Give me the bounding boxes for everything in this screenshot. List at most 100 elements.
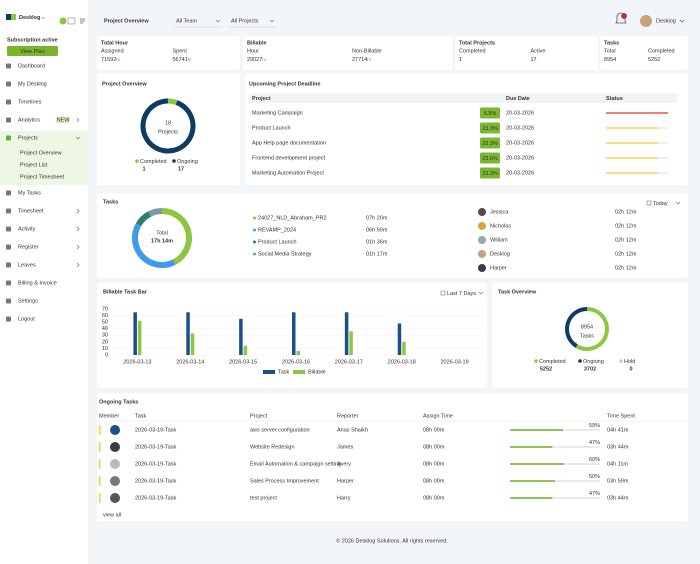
nav-item[interactable]: My Desklog [18, 81, 47, 87]
y-tick-label: 40 [102, 326, 108, 332]
nav-icon [6, 244, 11, 250]
legend-dot [172, 159, 176, 163]
x-tick-label: 2026-03-13 [123, 359, 151, 365]
card [97, 193, 688, 278]
subnav-item[interactable]: Project Overview [20, 150, 62, 156]
legend-value: 07h 20m [366, 216, 388, 222]
bar [190, 333, 195, 355]
member-avatar [478, 222, 486, 230]
filter-dropdown[interactable]: Today [653, 201, 668, 207]
column-header: Due Date [506, 96, 530, 102]
member-avatar [478, 208, 486, 216]
nav-item[interactable]: Activity [18, 226, 36, 232]
donut-total-label: Projects [158, 129, 178, 135]
progress-badge [480, 152, 500, 164]
subnav-item[interactable]: Project Timesheet [20, 174, 64, 180]
legend-label: Hold [624, 359, 635, 365]
stat-number: 5252 [648, 57, 660, 63]
column-header: Assign Time [423, 413, 453, 419]
filter-dropdown[interactable]: All Team [176, 18, 197, 24]
toggle-icon[interactable] [59, 17, 67, 25]
card [97, 36, 240, 70]
stat-unit: hr [367, 57, 372, 62]
column-header: Task [135, 413, 147, 419]
assign-time: 08h 00m [423, 461, 445, 467]
progress-badge [480, 167, 500, 179]
legend-dot [135, 159, 139, 163]
stat-title: Total Hour [101, 40, 129, 46]
logo-mark [6, 14, 11, 20]
stat-label: Completed [459, 48, 486, 54]
legend-value: 0 [629, 366, 632, 372]
view-plan-label[interactable]: View Plan [20, 49, 44, 55]
card-title: Ongoing Tasks [99, 399, 138, 405]
nav-item[interactable]: Register [18, 244, 39, 250]
stat-label: Active [531, 48, 546, 54]
donut-segment [167, 98, 178, 105]
chevron [76, 262, 80, 268]
nav-item[interactable]: Timelines [18, 99, 42, 105]
legend-label: Task [278, 370, 290, 376]
calendar-icon [440, 290, 446, 296]
member-time: 02h 12m [615, 223, 637, 229]
nav-item[interactable]: Logout [18, 316, 35, 322]
nav-item[interactable]: Analytics [18, 117, 40, 123]
nav-icon [6, 208, 11, 214]
card-title: Task Overview [498, 289, 537, 295]
nav-item[interactable]: Timesheet [18, 208, 44, 214]
assign-time: 08h 00m [423, 495, 445, 501]
subnav-item[interactable]: Project List [20, 162, 48, 168]
nav-badge-label: NEW [57, 118, 71, 124]
toggle-icon[interactable] [67, 17, 76, 25]
nav-item[interactable]: My Tasks [18, 190, 41, 196]
progress-badge [480, 137, 500, 149]
stat-label: Assigned [101, 48, 124, 54]
logo-suffix: .io [40, 15, 45, 20]
legend-value: 06h 59m [366, 228, 388, 234]
project-name: Product Launch [252, 125, 291, 131]
progress-track [510, 446, 600, 448]
logo-name: Desklog [19, 15, 40, 21]
legend-label: Ongoing [177, 159, 198, 165]
card [97, 73, 240, 185]
stat-label: Non-Billable [352, 48, 382, 54]
active-nav-bg [0, 131, 88, 185]
stat-title: Total Projects [459, 40, 495, 46]
y-tick-label: 20 [102, 339, 108, 345]
project-name: Marketing Campaign [252, 110, 303, 116]
card [600, 36, 688, 70]
filter-dropdown[interactable]: Last 7 Days [447, 291, 476, 297]
chevron [478, 291, 484, 295]
legend-dot [253, 228, 256, 232]
donut-segment [565, 307, 588, 348]
card-title: Project Overview [102, 81, 147, 87]
nav-item[interactable]: Dashboard [18, 63, 45, 69]
view-all-link[interactable]: view all [103, 512, 121, 518]
nav-item[interactable]: Leaves [18, 262, 36, 268]
filter-dropdown[interactable]: All Projects [231, 18, 259, 24]
task-name: 2026-03-19-Task [135, 461, 177, 467]
time-spent: 03h 59m [607, 478, 629, 484]
member-avatar [478, 264, 486, 272]
progress-label: 47% [589, 491, 600, 497]
reporter: James [337, 444, 353, 450]
reporter: Harry [337, 495, 351, 501]
y-tick-label: 0 [105, 352, 108, 358]
donut-segment [148, 208, 163, 217]
user-avatar[interactable] [640, 15, 652, 27]
view-plan-button[interactable] [7, 46, 58, 56]
card-title: Tasks [103, 199, 118, 205]
stat-label: Total [604, 48, 616, 54]
stat-value: 56741hr [173, 57, 193, 63]
nav-item[interactable]: Billing & Invoice [18, 280, 57, 286]
progress-bar [510, 463, 564, 465]
notification-badge [621, 13, 627, 19]
project-name: aws server configuration [250, 427, 310, 433]
user-name[interactable]: Desklog [656, 18, 676, 24]
task-name: 2026-03-19-Task [135, 495, 177, 501]
nav-item[interactable]: Settings [18, 298, 38, 304]
menu-icon[interactable] [80, 18, 85, 24]
nav-item[interactable]: Projects [18, 135, 38, 141]
stat-value: 5252 [648, 57, 660, 63]
chevron [76, 117, 80, 123]
